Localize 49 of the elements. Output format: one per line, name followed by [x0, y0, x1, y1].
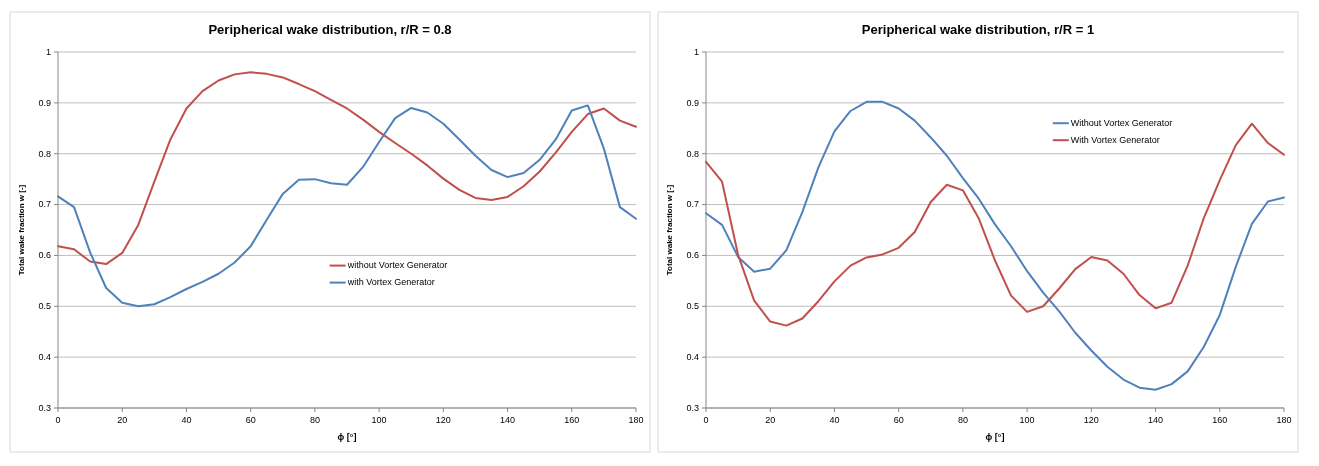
y-tick-label: 0.9: [686, 97, 699, 108]
y-axis-title: Total wake fraction w [-]: [17, 184, 26, 276]
y-tick-label: 0.6: [686, 250, 699, 261]
y-tick-label: 0.8: [38, 148, 51, 159]
x-tick-label: 160: [564, 415, 580, 425]
y-tick-label: 0.5: [38, 301, 51, 312]
y-tick-label: 0.4: [38, 352, 51, 363]
line-series: [705, 100, 1285, 391]
x-tick-label: 140: [1148, 415, 1164, 425]
y-tick-label: 0.3: [38, 402, 51, 413]
x-tick-label: 160: [1212, 415, 1228, 425]
y-tick-label: 0.5: [686, 301, 699, 312]
x-axis-title: ϕ [°]: [337, 432, 357, 442]
y-tick-label: 1: [693, 46, 699, 57]
x-tick-label: 140: [500, 415, 516, 425]
y-tick-label: 0.9: [38, 97, 51, 108]
y-tick-label: 0.4: [686, 352, 699, 363]
legend-label: without Vortex Generator: [346, 260, 448, 271]
line-series: [57, 104, 637, 308]
chart-title: Peripherical wake distribution, r/R = 1: [861, 22, 1095, 37]
x-tick-label: 40: [829, 415, 840, 425]
x-tick-label: 180: [628, 415, 644, 425]
x-tick-label: 0: [703, 415, 709, 425]
x-tick-label: 40: [181, 415, 192, 425]
x-tick-label: 120: [435, 415, 451, 425]
y-tick-label: 0.7: [38, 199, 51, 210]
x-tick-label: 0: [55, 415, 61, 425]
x-tick-label: 100: [371, 415, 387, 425]
x-tick-label: 120: [1083, 415, 1099, 425]
x-tick-label: 20: [765, 415, 776, 425]
y-tick-label: 0.6: [38, 250, 51, 261]
y-tick-label: 0.3: [686, 402, 699, 413]
y-tick-label: 0.7: [686, 199, 699, 210]
legend-label: With Vortex Generator: [1070, 135, 1160, 146]
line-series: [57, 71, 637, 266]
x-tick-label: 60: [893, 415, 904, 425]
y-tick-label: 1: [45, 46, 51, 57]
chart-title: Peripherical wake distribution, r/R = 0.8: [208, 22, 452, 37]
legend-label: Without Vortex Generator: [1070, 118, 1173, 129]
x-axis-title: ϕ [°]: [985, 432, 1005, 442]
legend-label: with Vortex Generator: [346, 277, 435, 288]
x-tick-label: 180: [1276, 415, 1292, 425]
y-tick-label: 0.8: [686, 148, 699, 159]
x-tick-label: 20: [117, 415, 128, 425]
x-tick-label: 80: [309, 415, 320, 425]
x-tick-label: 80: [957, 415, 968, 425]
x-tick-label: 100: [1019, 415, 1035, 425]
y-axis-title: Total wake fraction w [-]: [665, 184, 674, 276]
x-tick-label: 60: [245, 415, 256, 425]
